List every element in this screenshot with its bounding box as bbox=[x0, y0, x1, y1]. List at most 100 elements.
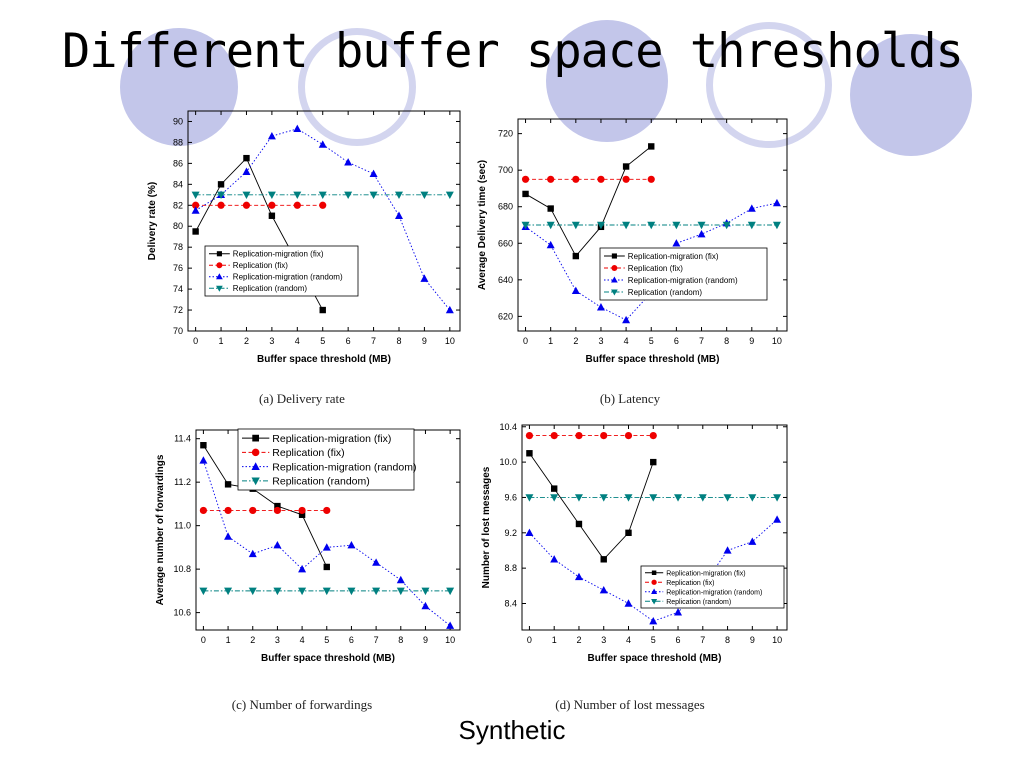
data-point bbox=[672, 239, 681, 247]
data-point bbox=[273, 506, 282, 515]
data-point bbox=[298, 564, 307, 573]
y-tick-label: 720 bbox=[498, 129, 513, 139]
y-tick-label: 70 bbox=[173, 326, 183, 336]
x-tick-label: 9 bbox=[749, 336, 754, 346]
data-point bbox=[249, 506, 257, 515]
data-point bbox=[191, 191, 200, 200]
legend-marker bbox=[216, 285, 223, 292]
data-point bbox=[773, 515, 782, 523]
data-point bbox=[550, 494, 559, 502]
data-point bbox=[273, 541, 282, 549]
data-point bbox=[394, 191, 403, 200]
legend-box bbox=[204, 245, 359, 297]
x-tick-label: 7 bbox=[699, 336, 704, 346]
chart-panel-1: 0 1 2 3 4 5 6 7 8 9 107072747678808284868890Buffer… bbox=[147, 110, 461, 406]
legend-marker bbox=[611, 253, 617, 259]
data-point bbox=[248, 587, 257, 596]
data-point bbox=[445, 191, 454, 200]
x-axis-label: Buffer space threshold (MB) bbox=[261, 653, 395, 664]
legend-label: Replication (fix) bbox=[233, 261, 288, 270]
data-point bbox=[217, 191, 226, 200]
data-point bbox=[217, 201, 225, 209]
x-tick-label: 6 bbox=[349, 635, 354, 645]
x-axis-label: Buffer space threshold (MB) bbox=[257, 354, 391, 365]
data-point bbox=[525, 494, 534, 502]
data-point bbox=[748, 537, 757, 545]
data-point bbox=[622, 163, 630, 170]
y-tick-label: 78 bbox=[173, 242, 183, 252]
data-point bbox=[547, 175, 555, 183]
x-tick-label: 3 bbox=[269, 336, 274, 346]
x-tick-label: 6 bbox=[674, 336, 679, 346]
series-4 bbox=[521, 221, 781, 230]
chart-caption: (d) Number of lost messages bbox=[555, 697, 704, 712]
data-point bbox=[319, 306, 326, 314]
data-point bbox=[596, 221, 605, 230]
y-tick-label: 680 bbox=[498, 202, 513, 212]
data-point bbox=[293, 201, 301, 209]
data-point bbox=[323, 506, 331, 515]
legend-label: Replication-migration (random) bbox=[628, 276, 738, 285]
y-axis-label: Average Delivery time (sec) bbox=[477, 160, 488, 290]
data-point bbox=[773, 494, 782, 502]
data-point bbox=[323, 563, 330, 571]
x-tick-label: 8 bbox=[725, 635, 730, 645]
data-point bbox=[597, 175, 605, 183]
data-point bbox=[243, 154, 250, 162]
data-point bbox=[521, 221, 530, 230]
data-point bbox=[445, 305, 454, 314]
x-tick-label: 4 bbox=[300, 635, 305, 645]
legend: Replication-migration (fix) Replication (… bbox=[599, 247, 768, 301]
data-point bbox=[698, 494, 707, 502]
legend-label: Replication-migration (fix) bbox=[272, 433, 391, 445]
y-axis-label: Delivery rate (%) bbox=[147, 182, 158, 260]
data-point bbox=[394, 211, 403, 219]
x-tick-label: 1 bbox=[219, 336, 224, 346]
plot-frame bbox=[187, 110, 461, 332]
x-tick-label: 9 bbox=[423, 635, 428, 645]
data-point bbox=[421, 587, 430, 596]
decoration-circle bbox=[546, 20, 668, 142]
x-tick-label: 1 bbox=[552, 635, 557, 645]
data-point bbox=[344, 191, 353, 200]
data-point bbox=[192, 201, 200, 209]
y-tick-label: 11.2 bbox=[174, 477, 191, 487]
x-tick-label: 9 bbox=[750, 635, 755, 645]
legend-marker bbox=[651, 599, 658, 605]
legend-box bbox=[599, 247, 768, 301]
data-point bbox=[242, 167, 251, 175]
x-tick-label: 2 bbox=[573, 336, 578, 346]
y-tick-label: 74 bbox=[173, 284, 183, 294]
data-point bbox=[572, 252, 580, 260]
data-point bbox=[293, 124, 302, 133]
legend-marker bbox=[216, 262, 223, 269]
legend-box bbox=[237, 428, 415, 491]
data-point bbox=[420, 191, 429, 200]
data-point bbox=[200, 442, 207, 449]
data-point bbox=[672, 221, 681, 230]
y-tick-label: 640 bbox=[498, 275, 513, 285]
y-tick-label: 10.4 bbox=[499, 422, 517, 432]
data-point bbox=[674, 494, 683, 502]
x-tick-label: 4 bbox=[624, 336, 629, 346]
x-tick-label: 7 bbox=[371, 336, 376, 346]
data-point bbox=[199, 587, 208, 596]
data-point bbox=[599, 586, 608, 594]
legend-marker bbox=[251, 477, 260, 486]
x-tick-label: 7 bbox=[700, 635, 705, 645]
x-tick-label: 6 bbox=[346, 336, 351, 346]
data-point bbox=[242, 191, 251, 200]
y-tick-label: 80 bbox=[173, 221, 183, 231]
data-point bbox=[624, 599, 633, 607]
data-point bbox=[649, 616, 658, 625]
data-point bbox=[268, 212, 276, 219]
y-tick-label: 11.4 bbox=[174, 434, 191, 444]
data-point bbox=[191, 206, 200, 214]
plot-frame bbox=[521, 424, 788, 631]
y-tick-label: 10.8 bbox=[173, 564, 191, 574]
data-point bbox=[747, 204, 756, 212]
chart-caption: (a) Delivery rate bbox=[259, 391, 345, 406]
x-tick-label: 10 bbox=[445, 635, 455, 645]
data-point bbox=[748, 494, 757, 502]
legend-marker bbox=[611, 276, 618, 283]
